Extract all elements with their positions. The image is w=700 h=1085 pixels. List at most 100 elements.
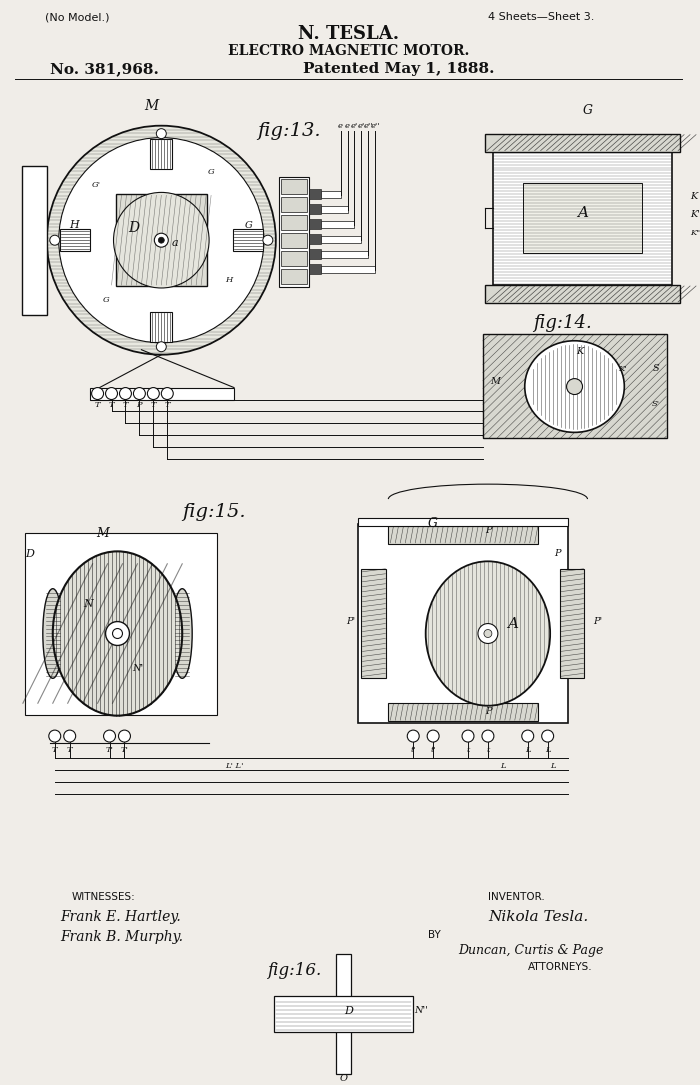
Text: G: G — [582, 104, 592, 117]
Text: S': S' — [652, 400, 660, 408]
Text: fig:16.: fig:16. — [267, 961, 321, 979]
Text: Nikola Tesla.: Nikola Tesla. — [488, 910, 588, 924]
Text: K': K' — [618, 365, 626, 372]
Text: e'': e'' — [370, 122, 380, 130]
Bar — [483, 334, 667, 438]
Bar — [281, 251, 307, 266]
Bar — [389, 703, 538, 722]
Ellipse shape — [43, 589, 63, 678]
Circle shape — [156, 342, 167, 352]
Text: L: L — [525, 746, 531, 754]
Text: fig:14.: fig:14. — [533, 314, 592, 332]
Ellipse shape — [525, 341, 624, 432]
Text: G: G — [428, 518, 438, 531]
Circle shape — [64, 730, 76, 742]
Bar — [22, 166, 47, 315]
Bar — [321, 251, 368, 258]
Text: G': G' — [161, 158, 172, 167]
Circle shape — [120, 387, 132, 399]
Text: 4 Sheets—Sheet 3.: 4 Sheets—Sheet 3. — [488, 12, 594, 22]
Text: t: t — [466, 746, 470, 754]
Circle shape — [104, 730, 116, 742]
Bar — [321, 266, 375, 273]
Text: L' L': L' L' — [225, 762, 243, 770]
Text: Frank B. Murphy.: Frank B. Murphy. — [60, 930, 183, 944]
Bar — [309, 264, 321, 275]
Circle shape — [148, 387, 160, 399]
Text: O: O — [340, 1074, 347, 1083]
Text: t': t' — [430, 746, 436, 754]
Circle shape — [92, 387, 104, 399]
Text: Duncan, Curtis & Page: Duncan, Curtis & Page — [458, 944, 603, 957]
Text: (No Model.): (No Model.) — [45, 12, 109, 22]
Bar — [523, 183, 642, 253]
Bar — [25, 533, 217, 715]
Bar — [279, 178, 309, 288]
Text: L: L — [545, 746, 550, 754]
Text: P: P — [484, 526, 491, 536]
Bar — [321, 221, 354, 228]
Circle shape — [106, 387, 118, 399]
Bar — [90, 387, 234, 399]
Circle shape — [482, 730, 494, 742]
Bar — [321, 206, 347, 214]
Text: P: P — [554, 549, 561, 559]
Text: M: M — [144, 99, 158, 113]
Text: K: K — [576, 347, 583, 356]
Circle shape — [118, 730, 130, 742]
Text: G: G — [103, 296, 110, 304]
Text: P: P — [484, 706, 491, 716]
Text: ELECTRO MAGNETIC MOTOR.: ELECTRO MAGNETIC MOTOR. — [228, 44, 469, 58]
Text: M: M — [96, 527, 109, 540]
Text: D: D — [25, 549, 34, 559]
Text: S: S — [653, 365, 659, 373]
Text: T': T' — [106, 746, 113, 754]
Bar — [281, 179, 307, 194]
Circle shape — [478, 624, 498, 643]
Text: ATTORNEYS.: ATTORNEYS. — [528, 962, 592, 972]
Ellipse shape — [426, 561, 550, 705]
Bar — [361, 569, 386, 678]
Text: N'': N'' — [414, 1007, 428, 1016]
Text: P': P' — [593, 617, 602, 626]
Text: Frank E. Hartley.: Frank E. Hartley. — [60, 910, 181, 924]
Text: K': K' — [690, 209, 700, 219]
Circle shape — [154, 233, 168, 247]
Ellipse shape — [52, 551, 182, 716]
Text: K": K" — [690, 229, 700, 238]
Text: t: t — [486, 746, 489, 754]
Circle shape — [161, 387, 174, 399]
Text: N. TESLA.: N. TESLA. — [298, 25, 399, 43]
Polygon shape — [150, 139, 172, 168]
Bar — [335, 954, 351, 1074]
Text: N: N — [83, 599, 92, 609]
Text: a: a — [172, 239, 178, 248]
Circle shape — [462, 730, 474, 742]
Text: e': e' — [358, 122, 365, 130]
Circle shape — [113, 192, 209, 288]
Text: BY: BY — [428, 930, 441, 941]
Text: fig:15.: fig:15. — [182, 503, 246, 521]
Circle shape — [156, 129, 167, 139]
Text: t': t' — [410, 746, 416, 754]
Text: e'': e'' — [364, 122, 373, 130]
Text: fig:13.: fig:13. — [257, 122, 321, 140]
Text: M: M — [490, 378, 500, 386]
Bar — [485, 133, 680, 152]
Text: e': e' — [351, 122, 358, 130]
Bar — [485, 285, 680, 303]
Circle shape — [566, 379, 582, 395]
Text: G: G — [208, 168, 214, 177]
Circle shape — [49, 730, 61, 742]
Polygon shape — [60, 229, 90, 251]
Circle shape — [407, 730, 419, 742]
Polygon shape — [150, 311, 172, 342]
Circle shape — [522, 730, 533, 742]
Bar — [309, 219, 321, 229]
Text: WITNESSES:: WITNESSES: — [71, 892, 135, 903]
Circle shape — [50, 235, 60, 245]
Text: T: T — [164, 401, 170, 409]
Text: T: T — [150, 401, 156, 409]
Bar — [309, 234, 321, 244]
Text: G': G' — [161, 314, 172, 322]
